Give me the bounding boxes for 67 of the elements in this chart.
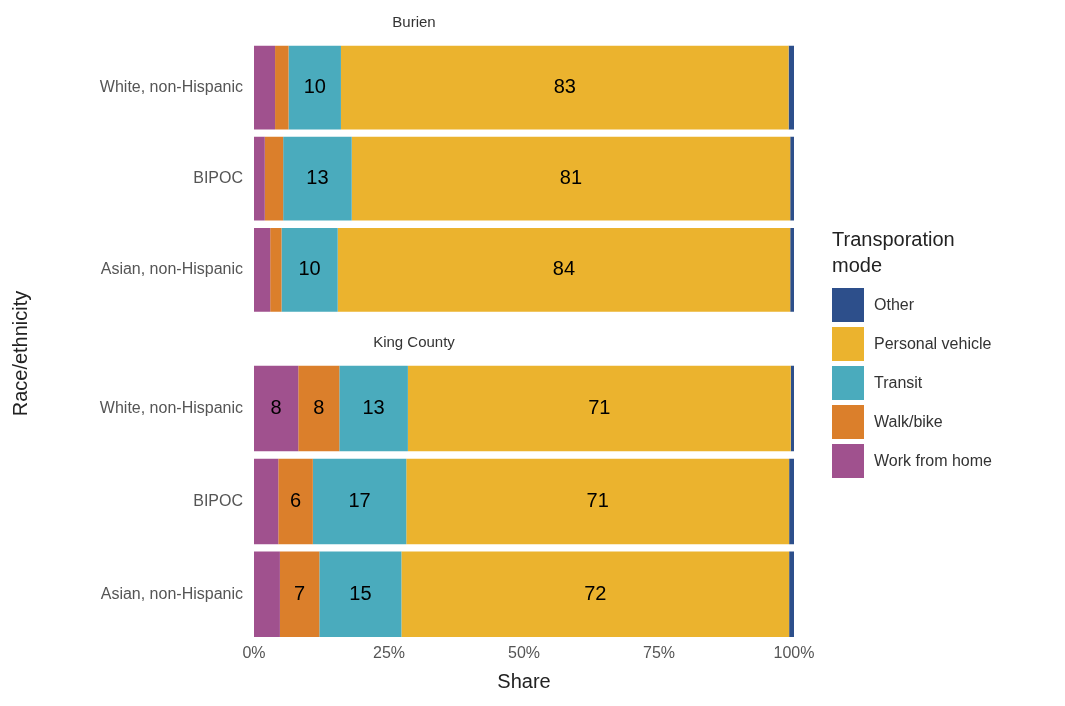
bar [278,458,313,545]
legend-title: Transporation mode [832,226,956,278]
bar [279,551,320,638]
data-label: 71 [588,395,611,418]
bar [254,365,299,452]
bar [789,458,794,545]
data-label: 71 [586,488,609,511]
bar [790,136,794,221]
bar [254,458,279,545]
y-axis-title: Race/ethnicity [9,290,33,416]
y-tick-label: Asian, non-Hispanic [100,584,243,602]
data-label: 8 [270,395,282,418]
x-tick-label: 100% [773,643,815,661]
x-tick-label: 25% [372,643,406,661]
bar [788,45,794,130]
data-label: 8 [313,395,325,418]
data-label: 15 [349,581,372,604]
y-tick-label: BIPOC [193,491,243,509]
bar [337,227,791,312]
legend-label: Personal vehicle [874,335,992,353]
bar [339,365,408,452]
x-tick-label: 50% [507,643,541,661]
chart-title: King County [373,333,456,351]
bar [319,551,402,638]
bar [298,365,340,452]
bar [790,365,794,452]
bar [254,45,276,130]
bar [340,45,789,130]
y-tick-label: White, non-Hispanic [99,398,243,416]
data-label: 17 [348,488,371,511]
bar [401,551,790,638]
bar [283,136,352,221]
bar [312,458,407,545]
data-label: 13 [306,166,329,189]
data-label: 6 [290,488,302,511]
bar [790,227,794,312]
data-label: 10 [303,75,326,98]
data-label: 83 [553,75,576,98]
legend-label: Walk/bike [874,413,943,431]
bar [254,551,280,638]
y-tick-label: White, non-Hispanic [99,77,243,95]
data-label: 10 [298,257,321,280]
data-label: 81 [559,166,583,189]
x-axis-title: Share [497,669,551,692]
bar [264,136,284,221]
data-label: 7 [294,581,306,604]
bar [254,227,271,312]
legend-label: Transit [874,374,923,392]
bar [407,365,791,452]
bar [351,136,791,221]
chart-title: Burien [392,13,436,31]
bar [288,45,341,130]
bar [406,458,790,545]
legend-label: Other [874,296,915,314]
bar [789,551,794,638]
data-label: 13 [362,395,385,418]
x-tick-label: 75% [642,643,676,661]
x-tick-label: 0% [242,643,266,661]
bar [275,45,289,130]
data-label: 84 [552,257,576,280]
y-tick-label: BIPOC [193,169,243,187]
bar [254,136,265,221]
bar [270,227,282,312]
bar [281,227,338,312]
data-label: 72 [584,581,607,604]
y-tick-label: Asian, non-Hispanic [100,260,243,278]
legend-label: Work from home [874,452,992,470]
